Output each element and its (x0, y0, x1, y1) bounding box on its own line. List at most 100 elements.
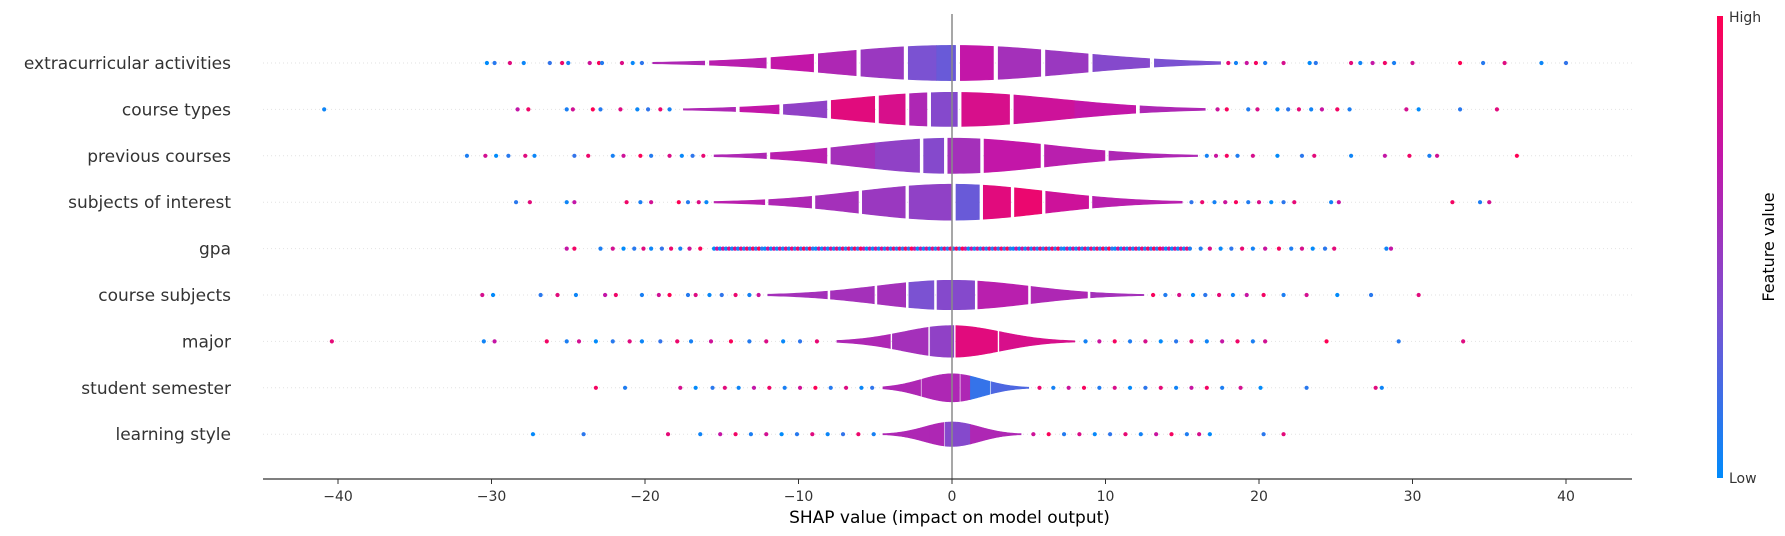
outlier-point (1200, 200, 1204, 204)
outlier-point (1189, 200, 1193, 204)
outlier-point (638, 200, 642, 204)
outlier-point (694, 293, 698, 297)
outlier-point (565, 247, 569, 251)
violin-segment (999, 332, 1074, 352)
colorbar-low-label: Low (1729, 471, 1757, 487)
outlier-point (856, 432, 860, 436)
feature-label: learning style (115, 425, 231, 445)
outlier-point (1199, 247, 1203, 251)
outlier-point (574, 293, 578, 297)
outlier-point (565, 200, 569, 204)
x-tick-label: 30 (1404, 489, 1422, 505)
outlier-point (480, 293, 484, 297)
outlier-point (1258, 386, 1262, 390)
outlier-point (1174, 386, 1178, 390)
violin-segment (970, 376, 989, 399)
outlier-point (810, 432, 814, 436)
outlier-point (1031, 432, 1035, 436)
outlier-point (1113, 339, 1117, 343)
outlier-point (718, 432, 722, 436)
outlier-point (1251, 247, 1255, 251)
outlier-point (1281, 432, 1285, 436)
outlier-point (621, 154, 625, 158)
outlier-point (548, 61, 552, 65)
violin-segment (929, 422, 944, 445)
outlier-point (1349, 154, 1353, 158)
outlier-point (733, 432, 737, 436)
outlier-point (1255, 107, 1259, 111)
outlier-point (611, 339, 615, 343)
outlier-point (515, 107, 519, 111)
x-tick-label: 0 (948, 489, 957, 505)
outlier-point (767, 386, 771, 390)
outlier-point (1047, 432, 1051, 436)
outlier-point (1062, 432, 1066, 436)
outlier-point (720, 293, 724, 297)
outlier-point (641, 247, 645, 251)
x-axis-ticks: −40 −30 −20 −10 0 10 20 30 40 (323, 479, 1575, 505)
outlier-point (621, 247, 625, 251)
outlier-point (485, 61, 489, 65)
x-tick-label: 40 (1557, 489, 1575, 505)
outlier-point (1215, 107, 1219, 111)
outlier-point (594, 386, 598, 390)
outlier-point (1245, 293, 1249, 297)
outlier-point (1220, 339, 1224, 343)
outlier-point (1308, 61, 1312, 65)
outlier-point (813, 386, 817, 390)
outlier-point (1369, 293, 1373, 297)
outlier-point (1097, 386, 1101, 390)
outlier-point (1143, 339, 1147, 343)
outlier-point (522, 61, 526, 65)
outlier-point (657, 293, 661, 297)
outlier-point (686, 200, 690, 204)
violin-segment (1091, 292, 1144, 298)
outlier-point (598, 107, 602, 111)
outlier-point (1154, 432, 1158, 436)
violin-segment (1109, 151, 1198, 161)
outlier-point (680, 154, 684, 158)
violin-segment (970, 424, 1021, 443)
outlier-point (798, 339, 802, 343)
violin-segment (1044, 145, 1104, 167)
outlier-point (1262, 432, 1266, 436)
outlier-point (577, 339, 581, 343)
outlier-point (723, 386, 727, 390)
outlier-point (756, 293, 760, 297)
outlier-point (815, 339, 819, 343)
outlier-point (649, 154, 653, 158)
outlier-point (1163, 293, 1167, 297)
violin-segment (909, 281, 934, 310)
violin-segment (892, 327, 928, 355)
outlier-point (1332, 247, 1336, 251)
outlier-point (594, 339, 598, 343)
outlier-point (667, 154, 671, 158)
outlier-point (1329, 200, 1333, 204)
outlier-point (747, 293, 751, 297)
x-tick-label: 20 (1250, 489, 1268, 505)
outlier-point (1226, 61, 1230, 65)
outlier-point (694, 386, 698, 390)
outlier-point (1314, 61, 1318, 65)
outlier-point (640, 61, 644, 65)
outlier-point (698, 432, 702, 436)
x-tick-label: 10 (1097, 489, 1115, 505)
outlier-point (747, 339, 751, 343)
outlier-point (532, 154, 536, 158)
outlier-point (632, 247, 636, 251)
outlier-point (701, 154, 705, 158)
violin-segment (875, 139, 919, 172)
outlier-point (1304, 293, 1308, 297)
outlier-point (611, 154, 615, 158)
violin-segment (961, 374, 971, 401)
violin-segment (937, 280, 975, 310)
feature-label: gpa (199, 240, 231, 260)
outlier-point (1205, 154, 1209, 158)
colorbar-high-label: High (1729, 10, 1761, 26)
outlier-point (640, 293, 644, 297)
outlier-point (1083, 339, 1087, 343)
outlier-point (586, 154, 590, 158)
violin-segment (837, 334, 891, 348)
outlier-point (571, 107, 575, 111)
outlier-point (690, 154, 694, 158)
